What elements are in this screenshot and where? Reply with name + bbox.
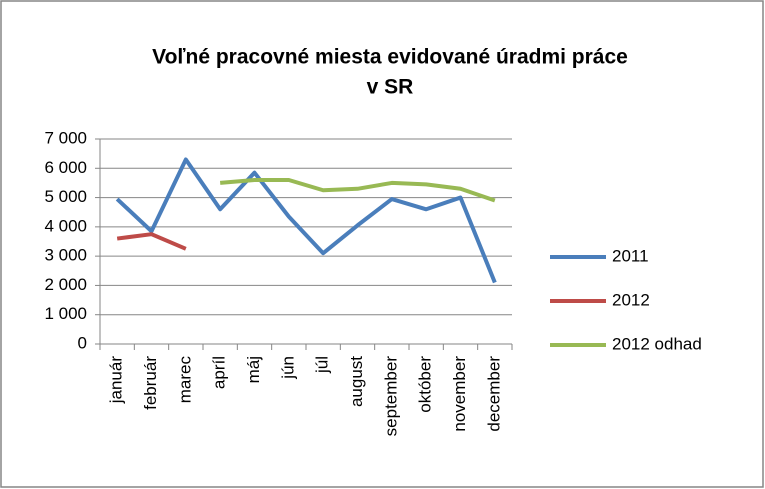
y-tick-label: 3 000: [44, 246, 87, 265]
y-tick-label: 1 000: [44, 304, 87, 323]
legend-label: 2011: [612, 246, 649, 265]
series-line: [115, 157, 497, 284]
x-tick-label: jún: [278, 356, 297, 380]
x-tick-label: marec: [175, 356, 194, 404]
series-line: [116, 232, 187, 251]
y-tick-label: 7 000: [44, 128, 87, 147]
chart-title: Voľné pracovné miesta evidované úradmi p…: [152, 46, 628, 69]
legend-label: 2012 odhad: [612, 334, 702, 353]
y-tick-label: 5 000: [44, 187, 87, 206]
legend-label: 2012: [612, 290, 650, 309]
x-tick-label: január: [107, 356, 126, 405]
x-tick-label: november: [450, 356, 469, 432]
x-tick-label: september: [381, 356, 400, 437]
x-tick-label: december: [484, 356, 503, 432]
y-tick-label: 2 000: [44, 275, 87, 294]
x-tick-label: február: [141, 356, 160, 410]
x-tick-label: august: [347, 356, 366, 407]
y-tick-label: 4 000: [44, 216, 87, 235]
x-tick-label: júl: [313, 356, 332, 374]
chart-title: v SR: [367, 76, 414, 99]
x-tick-label: október: [416, 356, 435, 413]
x-tick-label: máj: [244, 356, 263, 383]
x-tick-label: apríl: [210, 356, 229, 389]
y-tick-label: 0: [78, 333, 87, 352]
series-line: [219, 178, 496, 203]
y-tick-label: 6 000: [44, 158, 87, 177]
